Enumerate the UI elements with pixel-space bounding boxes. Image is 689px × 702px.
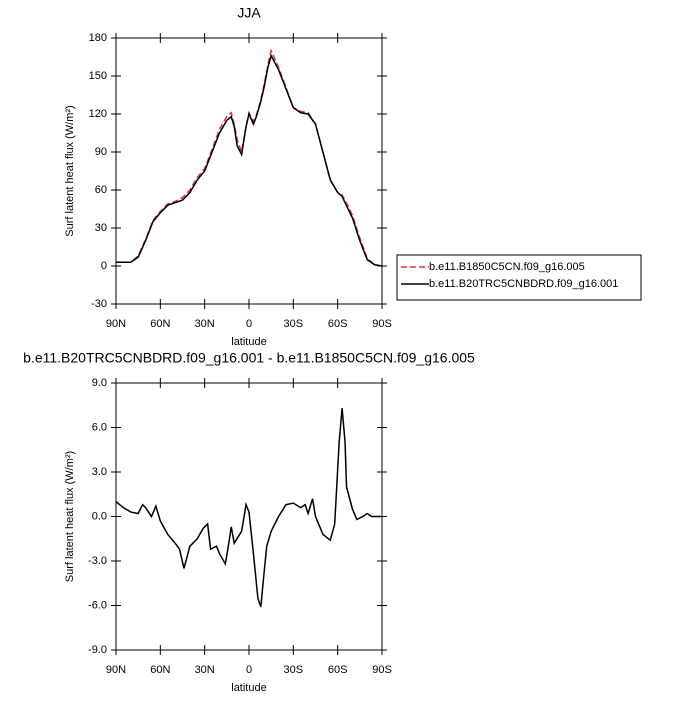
y-tick-label: -3.0 bbox=[88, 555, 107, 567]
y-tick-label: 6.0 bbox=[92, 421, 107, 433]
x-tick-label: 90S bbox=[372, 664, 392, 676]
series-line bbox=[116, 48, 383, 267]
x-tick-label: 60N bbox=[150, 318, 170, 330]
plot-frame bbox=[115, 382, 383, 651]
y-tick-label: 180 bbox=[89, 32, 107, 44]
legend-box bbox=[396, 254, 642, 301]
y-axis-label: Surf latent heat flux (W/m²) bbox=[64, 451, 76, 582]
x-axis-label: latitude bbox=[231, 682, 266, 694]
y-tick-label: 120 bbox=[89, 108, 107, 120]
y-tick-label: 60 bbox=[95, 184, 107, 196]
chart-title: b.e11.B20TRC5CNBDRD.f09_g16.001 - b.e11.… bbox=[23, 350, 475, 366]
x-tick-label: 0 bbox=[246, 664, 252, 676]
plot-frame bbox=[115, 37, 383, 305]
y-tick-label: 0.0 bbox=[92, 510, 107, 522]
series-line bbox=[115, 408, 382, 608]
x-tick-label: 30N bbox=[195, 318, 215, 330]
y-tick-label: 30 bbox=[95, 222, 107, 234]
legend-label: b.e11.B20TRC5CNBDRD.f09_g16.001 bbox=[429, 278, 618, 290]
legend-label: b.e11.B1850C5CN.f09_g16.005 bbox=[429, 261, 585, 273]
y-tick-label: 150 bbox=[89, 70, 107, 82]
y-tick-label: 3.0 bbox=[92, 466, 107, 478]
chart-title: JJA bbox=[237, 5, 261, 21]
x-tick-label: 30N bbox=[195, 664, 215, 676]
x-tick-label: 90N bbox=[106, 664, 126, 676]
x-tick-label: 90N bbox=[106, 318, 126, 330]
x-tick-label: 30S bbox=[284, 664, 304, 676]
y-tick-label: 9.0 bbox=[92, 377, 107, 389]
x-tick-label: 0 bbox=[246, 318, 252, 330]
x-tick-label: 30S bbox=[284, 318, 304, 330]
x-tick-label: 60S bbox=[328, 318, 348, 330]
y-tick-label: 90 bbox=[95, 146, 107, 158]
x-tick-label: 90S bbox=[372, 318, 392, 330]
y-axis-label: Surf latent heat flux (W/m²) bbox=[64, 105, 76, 236]
y-tick-label: -30 bbox=[91, 298, 107, 310]
x-tick-label: 60N bbox=[150, 664, 170, 676]
x-axis-label: latitude bbox=[231, 336, 266, 348]
x-tick-label: 60S bbox=[328, 664, 348, 676]
series-line bbox=[116, 53, 383, 267]
y-tick-label: 0 bbox=[101, 260, 107, 272]
y-tick-label: -9.0 bbox=[88, 644, 107, 656]
y-tick-label: -6.0 bbox=[88, 599, 107, 611]
